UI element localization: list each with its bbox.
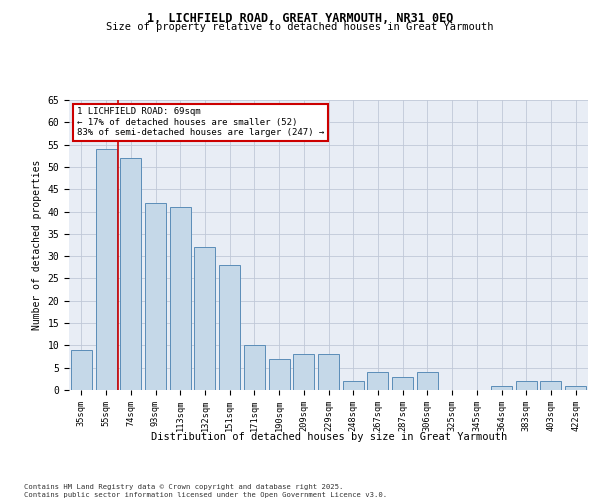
Bar [71,350,92,390]
Bar [565,386,586,390]
Bar [516,381,537,390]
Bar [367,372,388,390]
Bar [219,265,240,390]
Bar [120,158,141,390]
Text: Contains HM Land Registry data © Crown copyright and database right 2025.
Contai: Contains HM Land Registry data © Crown c… [24,484,387,498]
Bar [417,372,438,390]
Text: Size of property relative to detached houses in Great Yarmouth: Size of property relative to detached ho… [106,22,494,32]
Bar [95,149,116,390]
Text: 1 LICHFIELD ROAD: 69sqm
← 17% of detached houses are smaller (52)
83% of semi-de: 1 LICHFIELD ROAD: 69sqm ← 17% of detache… [77,108,324,137]
Bar [318,354,339,390]
Bar [392,376,413,390]
Bar [269,359,290,390]
Bar [343,381,364,390]
Bar [541,381,562,390]
Bar [145,202,166,390]
Bar [194,247,215,390]
Y-axis label: Number of detached properties: Number of detached properties [32,160,42,330]
Bar [293,354,314,390]
Bar [170,207,191,390]
Text: 1, LICHFIELD ROAD, GREAT YARMOUTH, NR31 0EQ: 1, LICHFIELD ROAD, GREAT YARMOUTH, NR31 … [147,12,453,26]
Bar [491,386,512,390]
Text: Distribution of detached houses by size in Great Yarmouth: Distribution of detached houses by size … [151,432,507,442]
Bar [244,346,265,390]
